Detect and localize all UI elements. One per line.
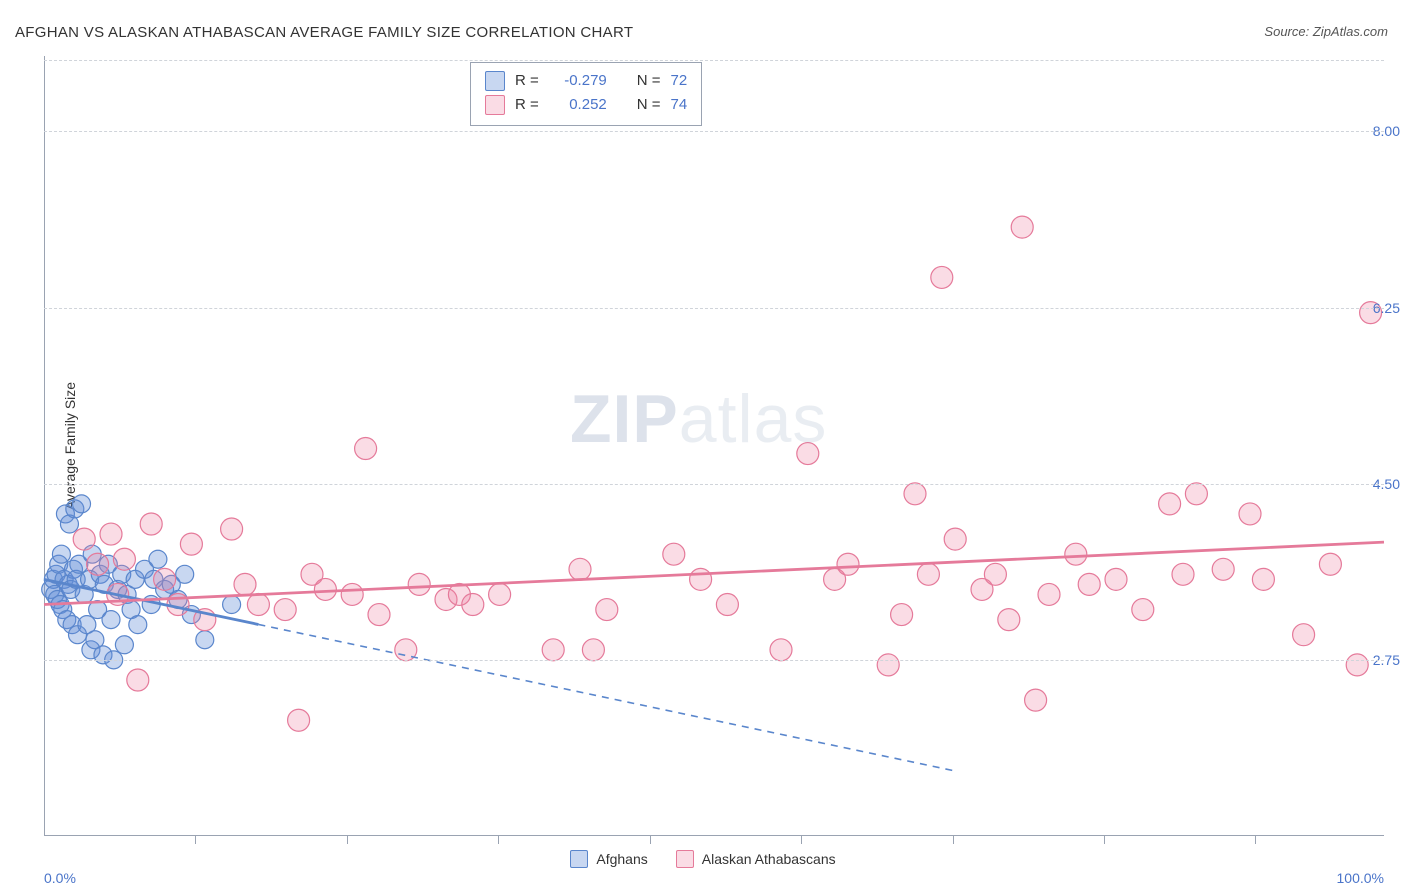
gridline (44, 308, 1384, 309)
series-swatch (485, 71, 505, 91)
correlation-stats-box: R = -0.279 N = 72 R = 0.252 N = 74 (470, 62, 702, 126)
n-value: 74 (671, 93, 688, 117)
legend: Afghans Alaskan Athabascans (0, 850, 1406, 868)
x-tick (195, 836, 196, 844)
source-value: ZipAtlas.com (1313, 24, 1388, 39)
n-label: N = (637, 93, 661, 117)
chart-source: Source: ZipAtlas.com (1264, 24, 1388, 39)
n-label: N = (637, 69, 661, 93)
x-tick (498, 836, 499, 844)
x-axis-max-label: 100.0% (1337, 870, 1384, 886)
chart-title: AFGHAN VS ALASKAN ATHABASCAN AVERAGE FAM… (15, 24, 633, 41)
r-label: R = (515, 69, 539, 93)
series-swatch (570, 850, 588, 868)
x-tick (1104, 836, 1105, 844)
legend-item: Afghans (570, 850, 647, 868)
x-tick (347, 836, 348, 844)
source-label: Source: (1264, 24, 1309, 39)
x-tick (1255, 836, 1256, 844)
series-swatch (676, 850, 694, 868)
stats-row: R = 0.252 N = 74 (485, 93, 687, 117)
legend-label: Alaskan Athabascans (702, 851, 836, 867)
plot-area (44, 56, 1384, 836)
legend-item: Alaskan Athabascans (676, 850, 836, 868)
series-swatch (485, 95, 505, 115)
gridline (44, 131, 1384, 132)
n-value: 72 (671, 69, 688, 93)
stats-row: R = -0.279 N = 72 (485, 69, 687, 93)
r-value: 0.252 (549, 93, 607, 117)
x-tick (953, 836, 954, 844)
r-label: R = (515, 93, 539, 117)
x-axis-min-label: 0.0% (44, 870, 76, 886)
x-tick (801, 836, 802, 844)
r-value: -0.279 (549, 69, 607, 93)
gridline (44, 660, 1384, 661)
legend-label: Afghans (596, 851, 647, 867)
gridline (44, 484, 1384, 485)
gridline (44, 60, 1384, 61)
x-tick (650, 836, 651, 844)
